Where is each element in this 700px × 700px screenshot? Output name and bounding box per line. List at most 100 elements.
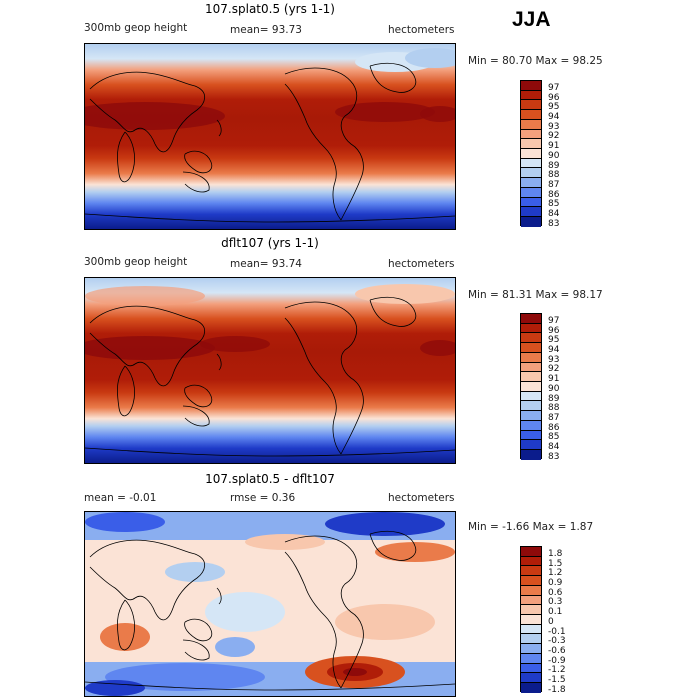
colorbar-2-swatch (521, 333, 541, 344)
colorbar-label: 95 (548, 335, 560, 345)
panel-3-rmse: rmse = 0.36 (230, 492, 296, 504)
colorbar-3-swatch (521, 624, 541, 635)
panel-2-map (84, 277, 456, 464)
colorbar-label: 92 (548, 131, 560, 141)
panel-2-units: hectometers (388, 258, 455, 270)
colorbar-3-swatch (521, 615, 541, 625)
colorbar-label: 89 (548, 394, 560, 404)
colorbar-label: 94 (548, 345, 560, 355)
colorbar-label: -0.3 (548, 636, 566, 646)
colorbar-label: -1.8 (548, 685, 566, 695)
panel-2-colorbar (520, 313, 542, 460)
colorbar-3-swatch (521, 556, 541, 567)
colorbar-2-swatch (521, 401, 541, 412)
colorbar-1-swatch (521, 129, 541, 140)
colorbar-1-swatch (521, 197, 541, 208)
colorbar-label: 97 (548, 316, 560, 326)
colorbar-1-swatch (521, 110, 541, 120)
panel-3-minmax: Min = -1.66 Max = 1.87 (468, 521, 594, 533)
colorbar-label: 95 (548, 102, 560, 112)
colorbar-label: 85 (548, 432, 560, 442)
colorbar-2-swatch (521, 343, 541, 353)
colorbar-label: -1.5 (548, 675, 566, 685)
panel-3-units: hectometers (388, 492, 455, 504)
colorbar-label: 88 (548, 403, 560, 413)
colorbar-label: 84 (548, 209, 560, 219)
colorbar-label: 0.1 (548, 607, 563, 617)
panel-3-map (84, 511, 456, 697)
colorbar-3-swatch (521, 673, 541, 684)
colorbar-1-swatch (521, 158, 541, 169)
colorbar-label: 90 (548, 151, 560, 161)
panel-2-mean: mean= 93.74 (230, 258, 302, 270)
colorbar-3-swatch (521, 576, 541, 586)
season-label: JJA (512, 8, 551, 31)
colorbar-1-swatch (521, 90, 541, 101)
colorbar-1-swatch (521, 139, 541, 150)
colorbar-2-swatch (521, 440, 541, 451)
colorbar-1-swatch (521, 81, 541, 91)
colorbar-label: 84 (548, 442, 560, 452)
colorbar-label: 89 (548, 161, 560, 171)
colorbar-1-swatch (521, 178, 541, 188)
colorbar-2-swatch (521, 372, 541, 383)
colorbar-label: -0.1 (548, 627, 566, 637)
panel-1-colorbar (520, 80, 542, 227)
colorbar-label: 96 (548, 326, 560, 336)
colorbar-2-swatch (521, 362, 541, 373)
colorbar-label: 1.8 (548, 549, 563, 559)
colorbar-label: 0.6 (548, 588, 563, 598)
colorbar-1-swatch (521, 217, 541, 227)
colorbar-1-swatch (521, 100, 541, 111)
colorbar-label: 83 (548, 219, 560, 229)
colorbar-3-swatch (521, 595, 541, 606)
colorbar-1-swatch (521, 168, 541, 179)
colorbar-2-swatch (521, 430, 541, 441)
colorbar-label: 88 (548, 170, 560, 180)
colorbar-3-swatch (521, 644, 541, 654)
panel-1-minmax: Min = 80.70 Max = 98.25 (468, 55, 603, 67)
colorbar-label: 83 (548, 452, 560, 462)
panel-2-map-plot (85, 278, 455, 463)
panel-1-map (84, 43, 456, 230)
colorbar-label: 93 (548, 355, 560, 365)
panel-2-field-label: 300mb geop height (84, 256, 188, 268)
colorbar-1-swatch (521, 187, 541, 198)
colorbar-label: 1.2 (548, 568, 563, 578)
colorbar-label: 91 (548, 374, 560, 384)
colorbar-label: 97 (548, 83, 560, 93)
colorbar-2-swatch (521, 411, 541, 421)
colorbar-3-swatch (521, 653, 541, 664)
colorbar-label: 93 (548, 122, 560, 132)
panel-1-field-label: 300mb geop height (84, 22, 188, 34)
panel-2-minmax: Min = 81.31 Max = 98.17 (468, 289, 603, 301)
colorbar-label: 87 (548, 180, 560, 190)
colorbar-label: 85 (548, 199, 560, 209)
panel-3-map-plot (85, 512, 455, 696)
colorbar-1-swatch (521, 207, 541, 218)
colorbar-2-swatch (521, 314, 541, 324)
colorbar-2-swatch (521, 323, 541, 334)
colorbar-label: -0.9 (548, 656, 566, 666)
colorbar-label: 86 (548, 190, 560, 200)
colorbar-3-swatch (521, 634, 541, 645)
panel-1-title: 107.splat0.5 (yrs 1-1) (205, 2, 335, 16)
colorbar-1-swatch (521, 149, 541, 159)
colorbar-label: 1.5 (548, 559, 563, 569)
colorbar-label: 91 (548, 141, 560, 151)
colorbar-2-swatch (521, 391, 541, 402)
colorbar-label: 87 (548, 413, 560, 423)
colorbar-label: -0.6 (548, 646, 566, 656)
colorbar-label: 90 (548, 384, 560, 394)
colorbar-2-swatch (521, 450, 541, 460)
colorbar-3-swatch (521, 566, 541, 577)
colorbar-3-swatch (521, 683, 541, 693)
colorbar-label: 96 (548, 93, 560, 103)
panel-3-mean: mean = -0.01 (84, 492, 157, 504)
panel-2-title: dflt107 (yrs 1-1) (221, 236, 319, 250)
colorbar-label: 92 (548, 364, 560, 374)
colorbar-label: 0.9 (548, 578, 563, 588)
panel-1-map-plot (85, 44, 455, 229)
colorbar-1-swatch (521, 119, 541, 130)
colorbar-label: -1.2 (548, 665, 566, 675)
